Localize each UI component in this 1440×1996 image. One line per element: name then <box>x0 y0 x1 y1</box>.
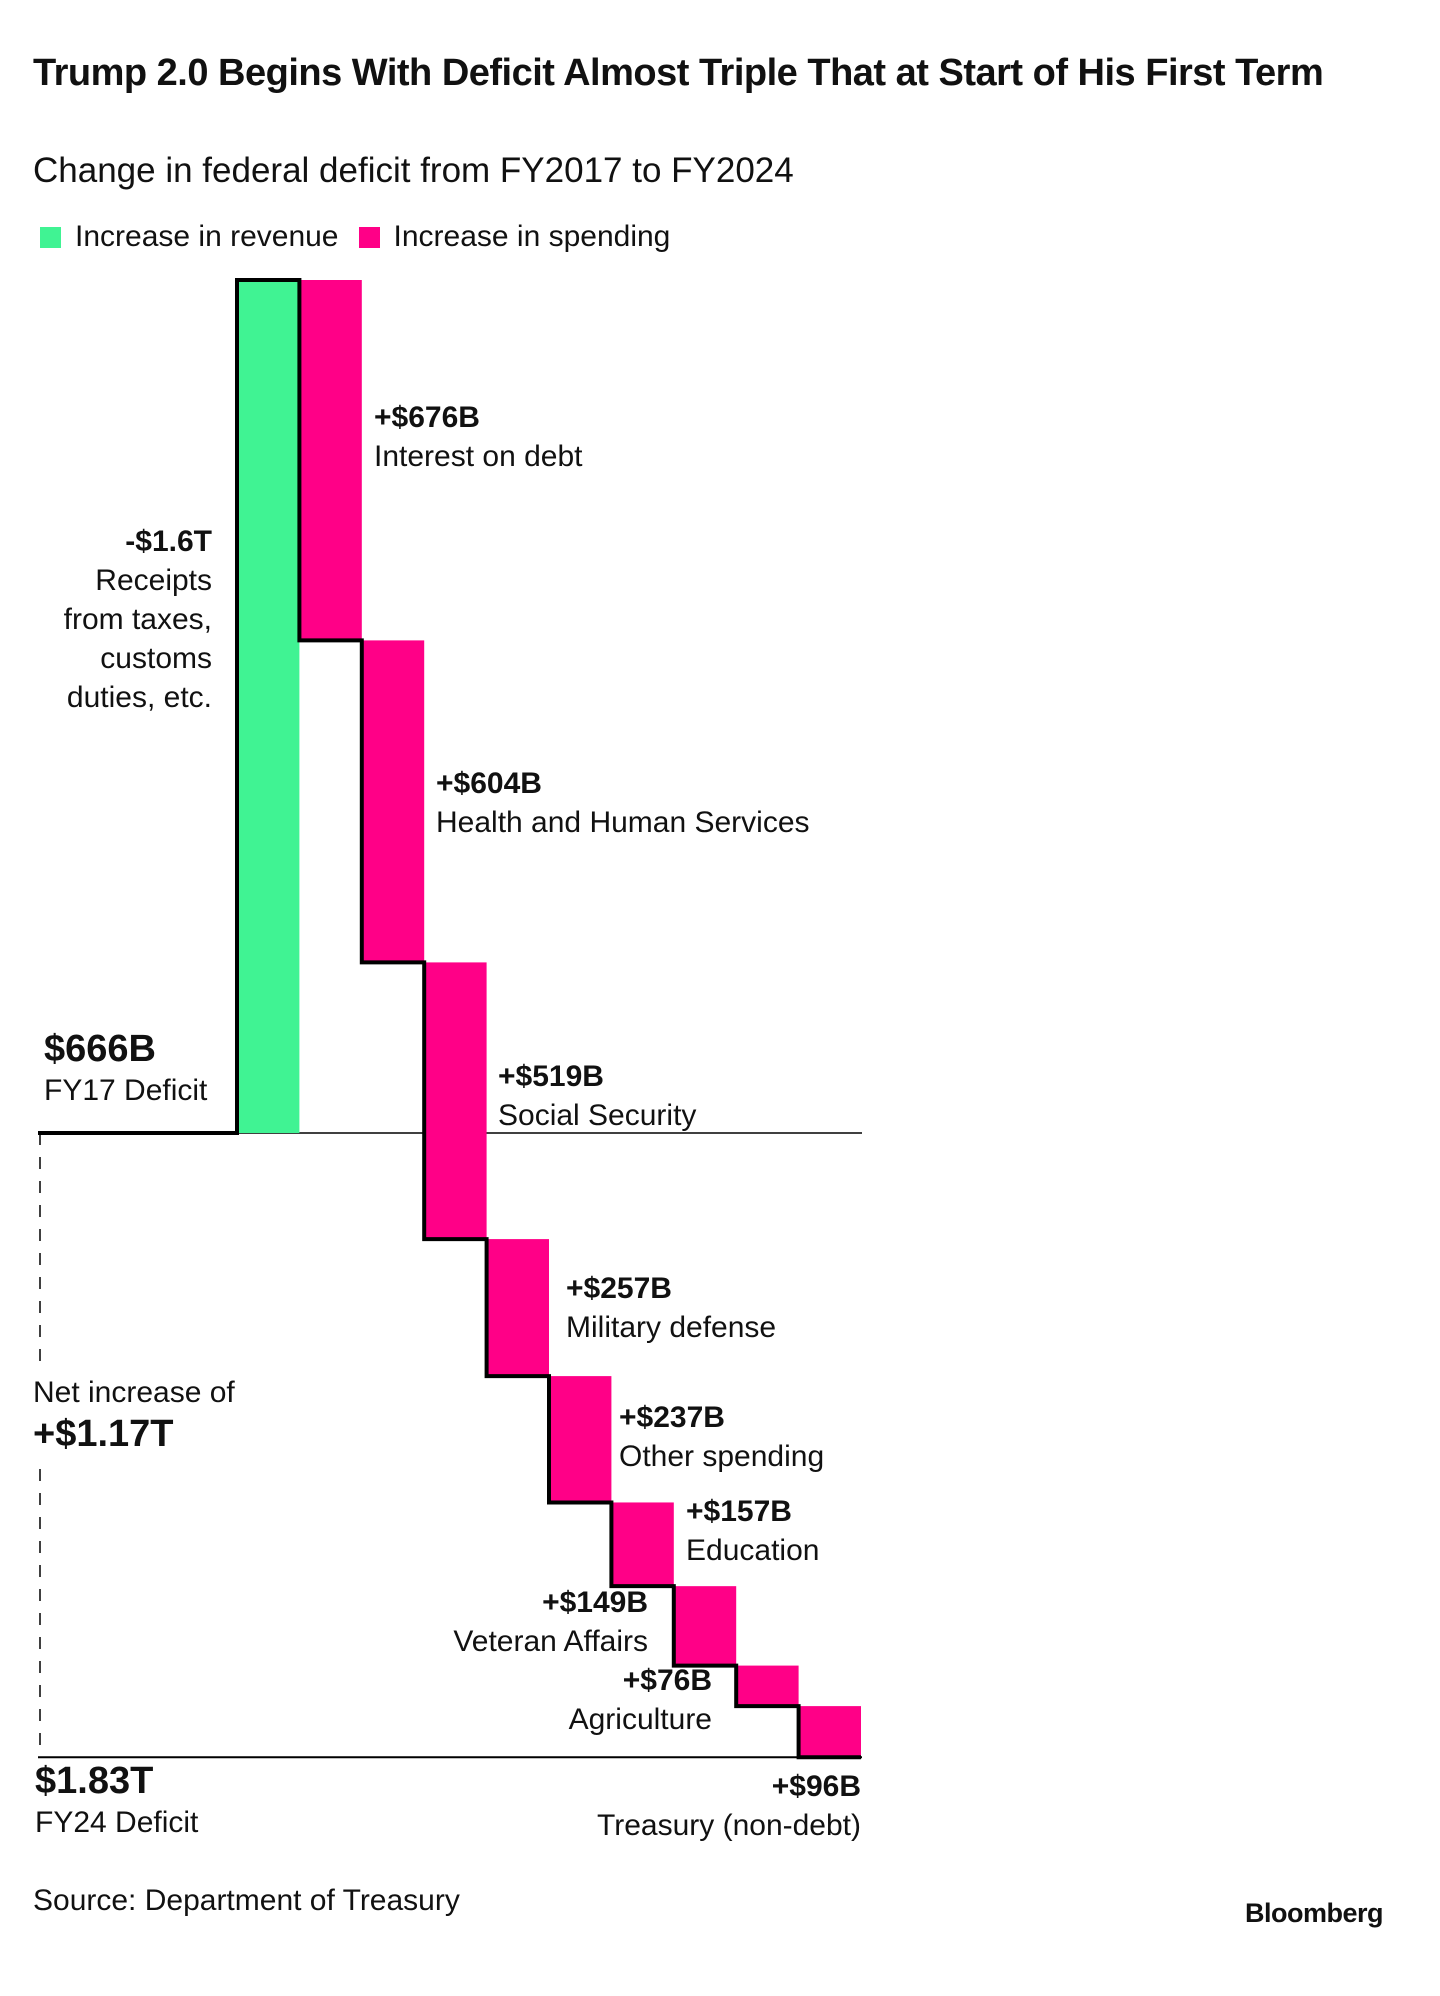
value-label: $666B <box>44 1028 156 1070</box>
label-treasury: +$96B Treasury (non-debt) <box>597 1767 861 1845</box>
category-label: from taxes, <box>63 603 212 636</box>
value-label: +$237B <box>619 1401 725 1434</box>
legend-swatch-spending <box>358 226 380 248</box>
value-label: +$76B <box>622 1664 712 1697</box>
label-interest: +$676B Interest on debt <box>374 398 582 476</box>
category-label: duties, etc. <box>66 681 212 714</box>
bar-spending-2 <box>361 640 425 963</box>
category-label: FY24 Deficit <box>35 1806 199 1839</box>
label-other: +$237B Other spending <box>619 1398 824 1476</box>
category-label: Health and Human Services <box>436 806 810 839</box>
value-label: +$96B <box>771 1770 861 1803</box>
bar-spending-9 <box>798 1706 861 1758</box>
label-hhs: +$604B Health and Human Services <box>436 764 810 842</box>
legend-label: Increase in revenue <box>75 220 339 253</box>
legend-label: Increase in spending <box>393 220 671 253</box>
value-label: +$149B <box>542 1586 648 1619</box>
chart-subtitle: Change in federal deficit from FY2017 to… <box>33 151 794 190</box>
value-label: +$1.17T <box>33 1413 174 1455</box>
label-education: +$157B Education <box>686 1492 819 1570</box>
label-fy17: $666B FY17 Deficit <box>44 1027 207 1110</box>
category-label: Net increase of <box>33 1376 235 1409</box>
bar-spending-4 <box>486 1239 549 1377</box>
step-outline <box>38 278 861 1760</box>
value-label: $1.83T <box>35 1760 154 1802</box>
value-label: +$257B <box>566 1272 672 1305</box>
bar-spending-6 <box>611 1502 674 1587</box>
legend-item-revenue: Increase in revenue <box>40 220 339 254</box>
category-label: Education <box>686 1534 820 1567</box>
bar-spending-7 <box>673 1586 737 1666</box>
value-label: +$604B <box>436 767 542 800</box>
legend-item-spending: Increase in spending <box>358 220 671 254</box>
category-label: Receipts <box>95 564 212 597</box>
bar-spending-8 <box>736 1665 799 1707</box>
label-receipts: -$1.6T Receipts from taxes, customs duti… <box>64 522 212 717</box>
category-label: Agriculture <box>568 1703 712 1736</box>
chart-title: Trump 2.0 Begins With Deficit Almost Tri… <box>33 52 1324 94</box>
label-veterans: +$149B Veteran Affairs <box>453 1583 648 1661</box>
value-label: +$519B <box>498 1060 604 1093</box>
category-label: Social Security <box>498 1099 697 1132</box>
source-note: Source: Department of Treasury <box>33 1884 460 1917</box>
category-label: FY17 Deficit <box>44 1074 208 1107</box>
bloomberg-logo: Bloomberg <box>1245 1898 1384 1928</box>
legend: Increase in revenue Increase in spending <box>40 220 678 254</box>
category-label: Interest on debt <box>374 440 583 473</box>
label-net-increase: Net increase of +$1.17T <box>33 1373 235 1460</box>
bar-spending-1 <box>299 280 362 641</box>
label-fy24: $1.83T FY24 Deficit <box>35 1759 198 1842</box>
label-agriculture: +$76B Agriculture <box>569 1661 712 1739</box>
bar-revenue-0 <box>237 280 300 1133</box>
value-label: -$1.6T <box>125 525 212 558</box>
label-social-security: +$519B Social Security <box>498 1057 696 1135</box>
label-military: +$257B Military defense <box>566 1269 776 1347</box>
bar-spending-3 <box>424 962 487 1240</box>
bar-spending-5 <box>549 1376 612 1503</box>
value-label: +$157B <box>686 1495 792 1528</box>
category-label: customs <box>100 642 212 675</box>
legend-swatch-revenue <box>40 226 61 248</box>
value-label: +$676B <box>374 401 480 434</box>
category-label: Other spending <box>619 1440 825 1473</box>
category-label: Treasury (non-debt) <box>597 1809 861 1842</box>
category-label: Military defense <box>566 1311 777 1344</box>
category-label: Veteran Affairs <box>453 1625 648 1658</box>
